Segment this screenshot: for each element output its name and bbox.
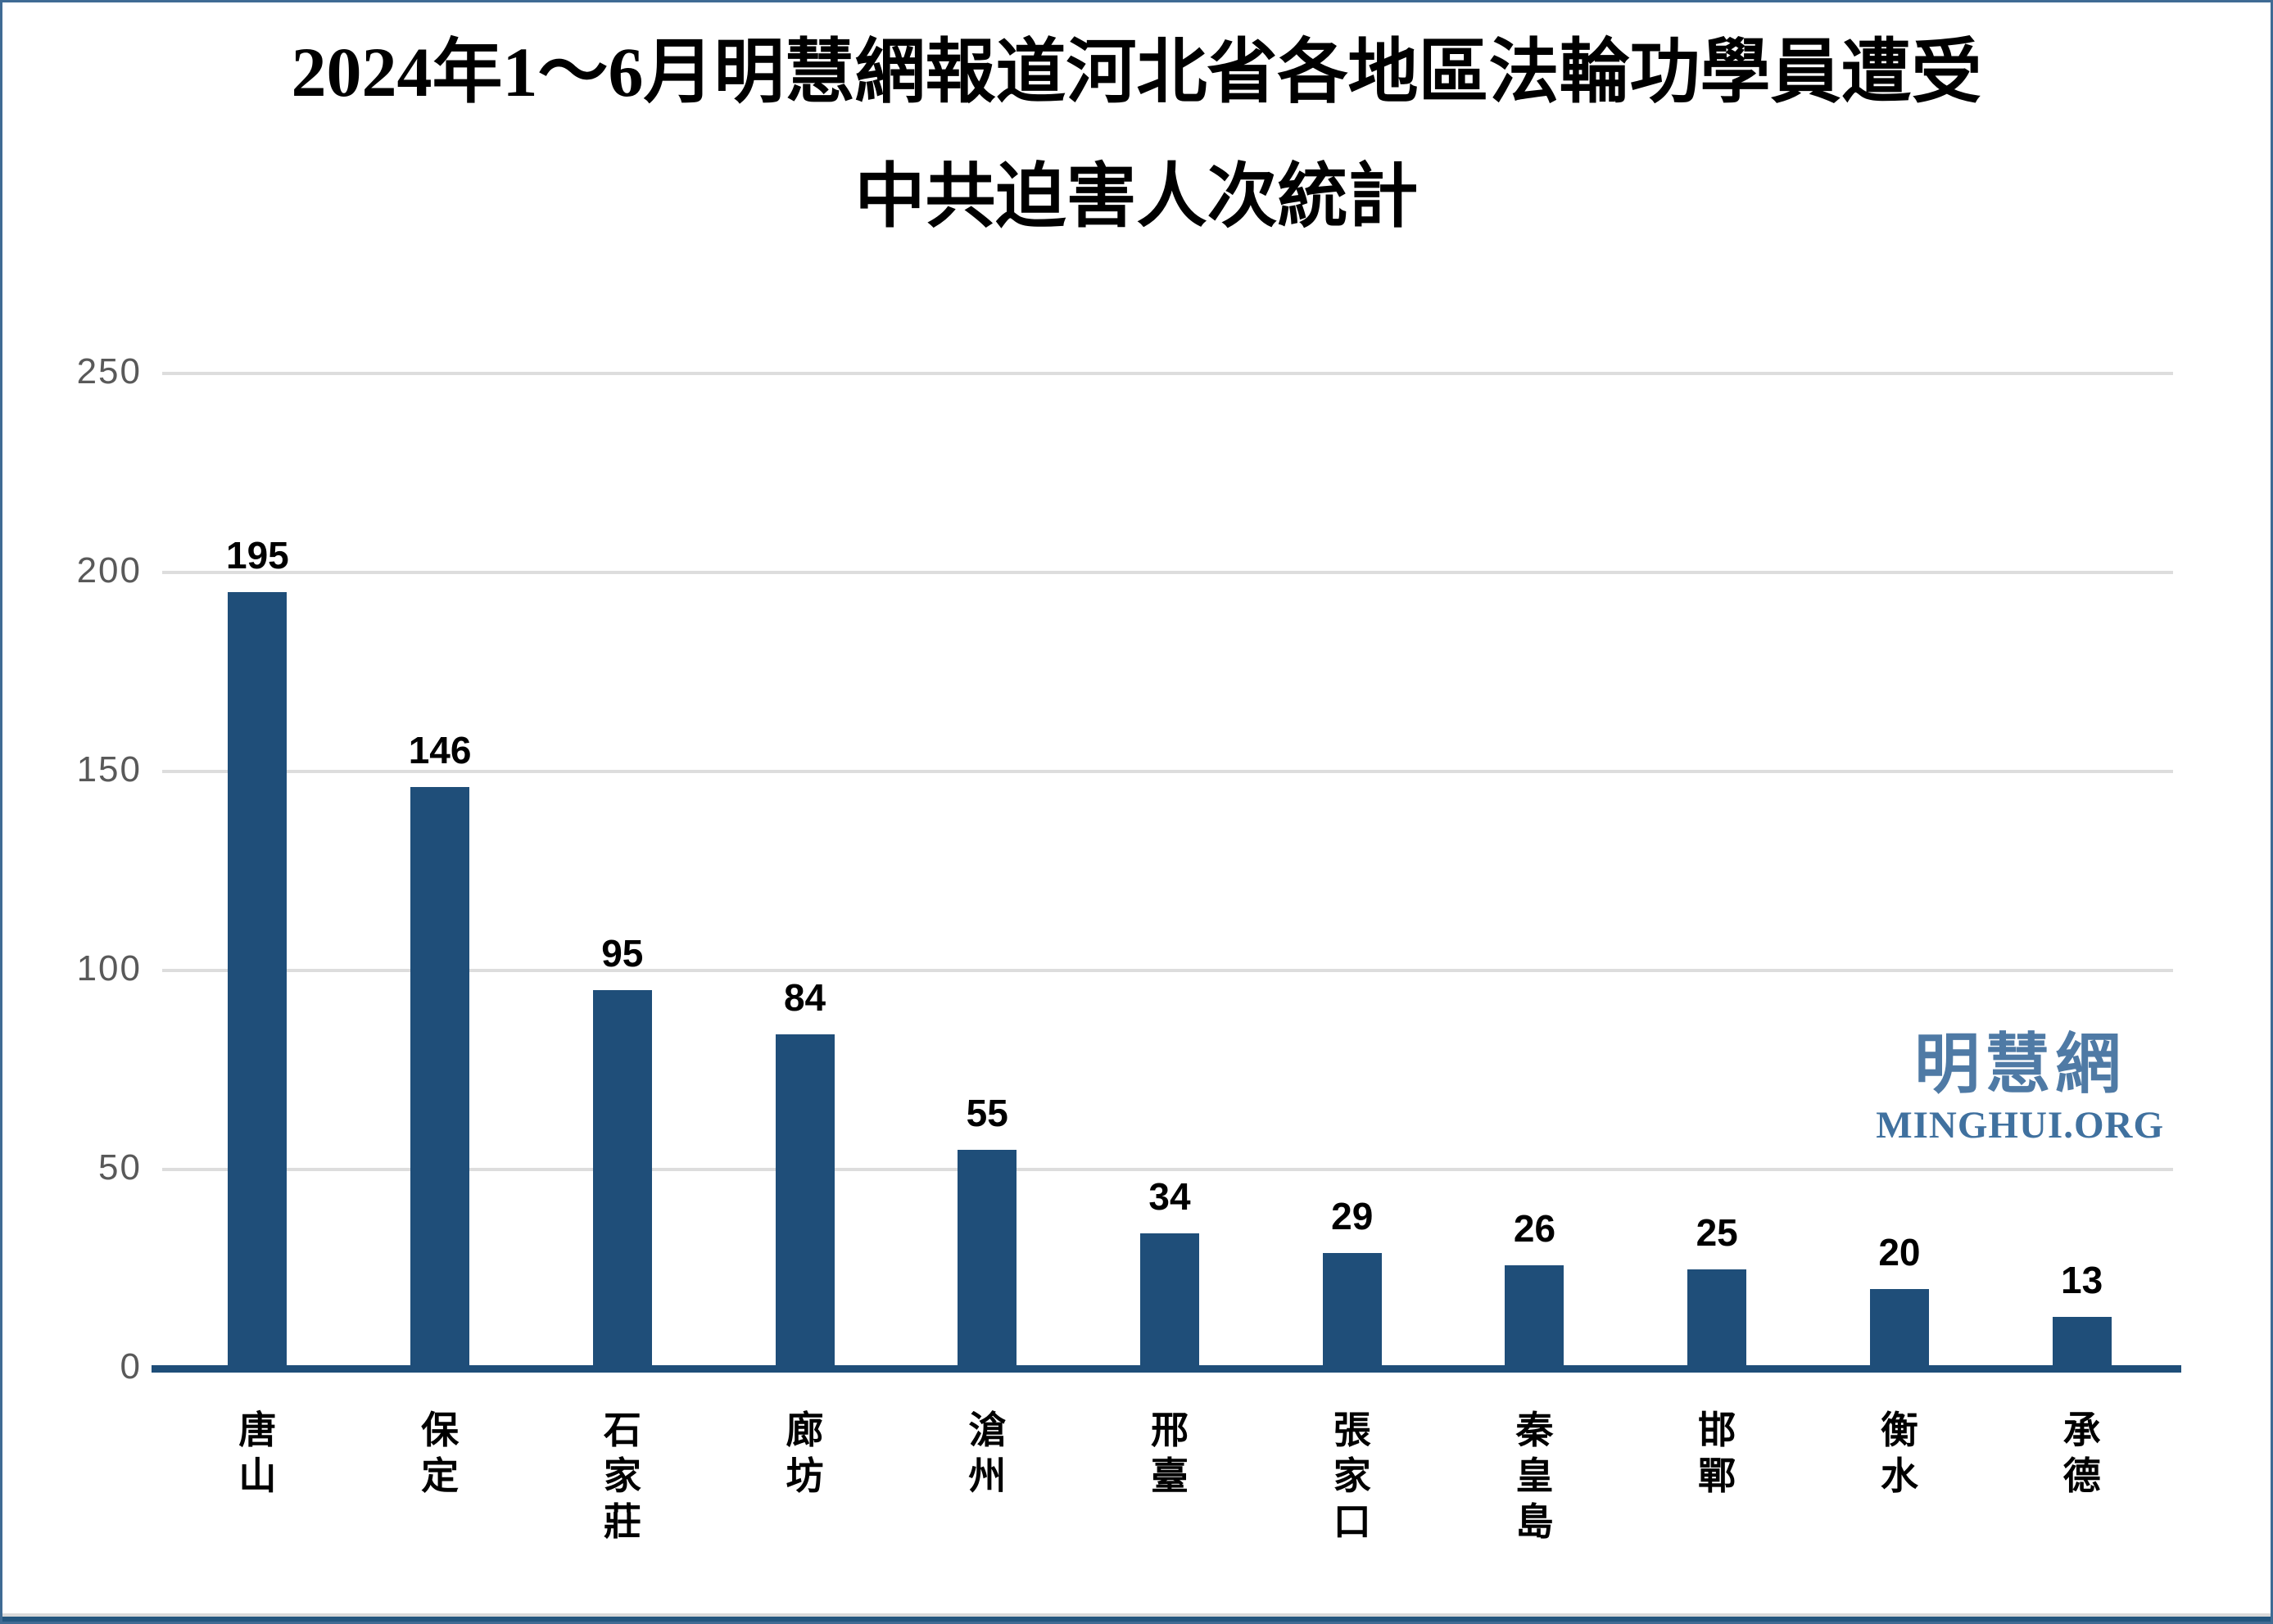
gridline-y100 [162,969,2173,972]
bar-value-label: 25 [1696,1210,1738,1254]
y-axis-tick-label-200: 200 [76,550,142,590]
bar-value-label: 29 [1331,1195,1374,1238]
category-label: 衡 水 [1880,1409,1918,1498]
bar-value-label: 13 [2061,1258,2103,1301]
footer-blue-strip [2,1617,2271,1622]
bar-value-label: 84 [783,975,826,1019]
category-label: 唐 山 [238,1409,277,1498]
chart-title-line2: 中共迫害人次統計 [854,157,1419,236]
chart-title-line1: 2024年1～6月明慧網報道河北省各地區法輪功學員遭受 [291,33,1982,111]
category-label: 邯 鄲 [1698,1409,1736,1498]
bar-value-label: 146 [408,729,472,772]
category-label: 廊 坊 [786,1409,824,1498]
footer-gray-strip [2,1613,2271,1617]
bar-承德 [2052,1316,2112,1368]
bar-value-label: 20 [1878,1230,1921,1273]
chart-title: 2024年1～6月明慧網報道河北省各地區法輪功學員遭受 中共迫害人次統計 [2,37,2271,232]
gridline-y50 [162,1168,2173,1171]
bar-秦皇島 [1505,1264,1564,1368]
category-label: 邢 臺 [1151,1409,1189,1498]
category-label: 保 定 [421,1409,460,1498]
category-label: 張 家 口 [1333,1409,1371,1544]
x-axis-line [152,1365,2181,1373]
bar-value-label: 34 [1148,1174,1191,1218]
gridline-y250 [162,372,2173,375]
bar-衡水 [1869,1288,1929,1368]
category-label: 石 家 莊 [603,1409,641,1544]
bar-廊坊 [775,1034,835,1368]
bar-保定 [410,787,470,1368]
bar-value-label: 55 [966,1091,1008,1134]
bar-邯鄲 [1687,1269,1747,1368]
bar-value-label: 195 [225,534,289,577]
category-label: 秦 皇 島 [1515,1409,1554,1544]
bar-張家口 [1322,1253,1382,1368]
y-axis-tick-label-0: 0 [120,1346,142,1387]
bar-邢臺 [1140,1233,1199,1368]
y-axis-tick-label-250: 250 [76,351,142,391]
bar-滄州 [958,1149,1017,1368]
y-axis-tick-label-50: 50 [98,1147,142,1187]
y-axis-tick-label-150: 150 [76,749,142,789]
y-axis-tick-label-100: 100 [76,948,142,988]
bar-value-label: 26 [1513,1206,1556,1250]
gridline-y150 [162,770,2173,773]
watermark-minghui-url: MINGHUI.ORG [1876,1104,2164,1147]
bar-value-label: 95 [601,932,644,975]
watermark-minghui-chinese: 明慧網 [1914,1029,2126,1102]
category-label: 承 德 [2062,1409,2101,1498]
watermark: 明慧網 MINGHUI.ORG [1876,1033,2164,1145]
category-label: 滄 州 [968,1409,1007,1498]
bar-唐山 [228,592,288,1368]
bar-石家莊 [592,990,652,1368]
gridline-y200 [162,571,2173,574]
